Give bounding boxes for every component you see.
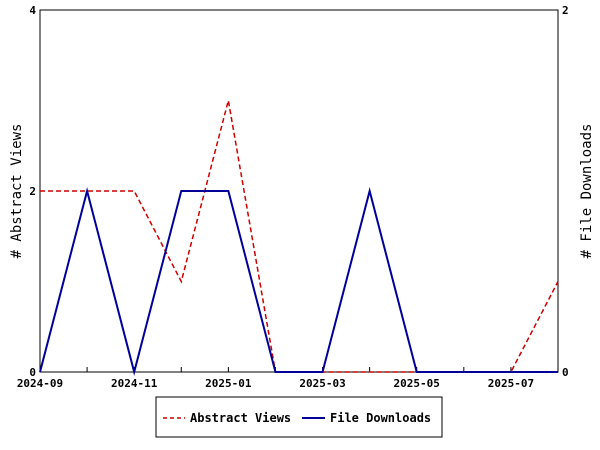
legend: Abstract Views File Downloads — [155, 396, 443, 438]
x-axis: 2024-09 2024-11 2025-01 2025-03 2025-05 2025-… — [17, 367, 559, 390]
x-tick-label: 2025-01 — [205, 377, 252, 390]
x-tick-label: 2024-09 — [17, 377, 63, 390]
y-right-tick-label: 2 — [562, 4, 569, 17]
y-axis-left-title: # Abstract Views — [9, 124, 25, 259]
x-tick-label: 2024-11 — [111, 377, 158, 390]
y-right-tick-label: 0 — [562, 366, 569, 379]
x-tick-label: 2025-03 — [299, 377, 345, 390]
legend-box — [155, 396, 443, 438]
y-left-tick-label: 2 — [29, 185, 36, 198]
series-line-file-downloads — [39, 187, 558, 376]
plot-area — [39, 9, 559, 373]
x-tick-label: 2025-07 — [488, 377, 534, 390]
x-tick-label: 2025-05 — [394, 377, 440, 390]
legend-label-file-downloads: File Downloads — [330, 411, 431, 425]
y-axis-right-title: # File Downloads — [579, 124, 595, 259]
series-layer — [39, 100, 559, 376]
legend-label-abstract-views: Abstract Views — [190, 411, 291, 425]
y-left-tick-label: 0 — [29, 366, 36, 379]
y-left-tick-label: 4 — [29, 4, 36, 17]
